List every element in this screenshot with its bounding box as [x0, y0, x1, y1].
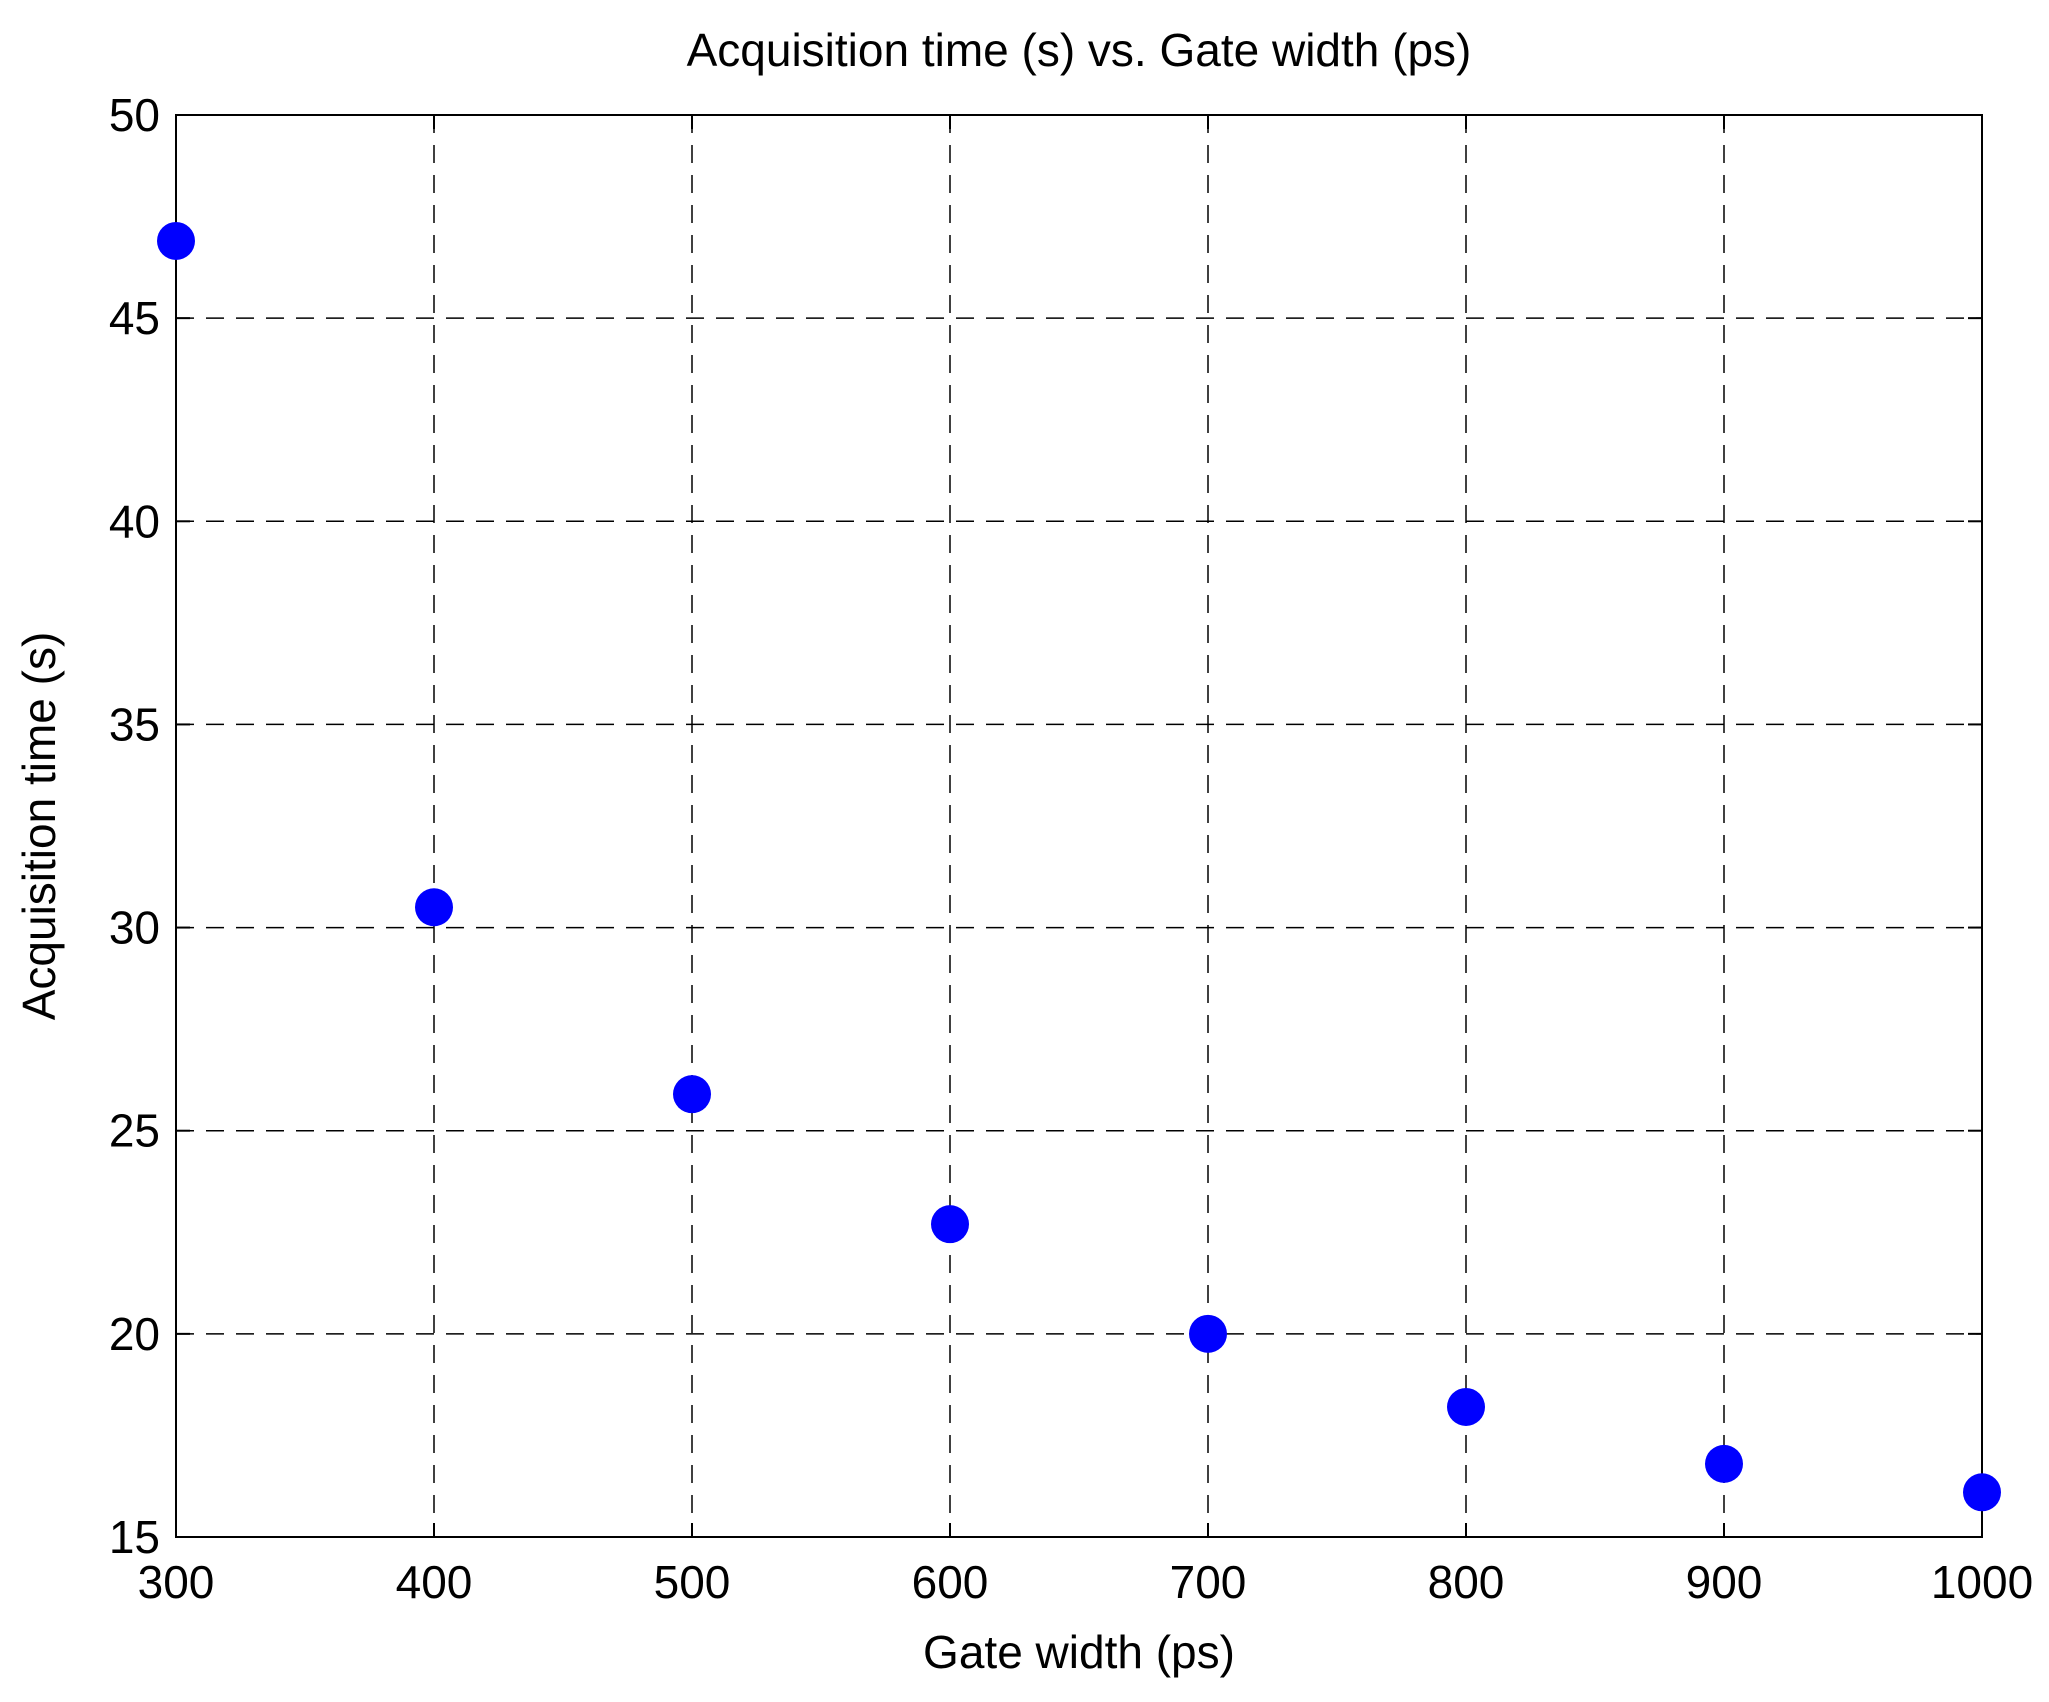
grid: [176, 115, 1982, 1537]
data-point: [1189, 1314, 1227, 1353]
y-tick-label: 50: [109, 89, 160, 141]
data-point: [1705, 1444, 1743, 1483]
data-point: [415, 888, 453, 927]
x-tick-label: 700: [1170, 1556, 1247, 1608]
x-tick-label: 600: [912, 1556, 989, 1608]
x-tick-label: 800: [1428, 1556, 1505, 1608]
y-tick-label: 30: [109, 902, 160, 954]
data-point: [673, 1075, 711, 1114]
y-tick-label: 15: [109, 1511, 160, 1563]
plot-area-frame: [175, 114, 1983, 1538]
data-point: [157, 221, 195, 260]
y-tick-label: 35: [109, 698, 160, 750]
x-axis-label: Gate width (ps): [923, 1626, 1235, 1678]
x-tick-label: 300: [138, 1556, 215, 1608]
x-tick-label: 900: [1686, 1556, 1763, 1608]
data-points: [157, 221, 2001, 1512]
x-tick-label: 400: [396, 1556, 473, 1608]
y-tick-label: 40: [109, 495, 160, 547]
data-point: [1447, 1387, 1485, 1426]
y-tick-label: 20: [109, 1308, 160, 1360]
chart-title: Acquisition time (s) vs. Gate width (ps): [687, 24, 1472, 76]
x-tick-label: 500: [654, 1556, 731, 1608]
y-axis-label: Acquisition time (s): [13, 632, 65, 1021]
y-tick-label: 25: [109, 1105, 160, 1157]
data-point: [1963, 1473, 2001, 1512]
data-point: [931, 1205, 969, 1244]
y-tick-label: 45: [109, 292, 160, 344]
x-tick-label: 1000: [1931, 1556, 2033, 1608]
axis-ticks: 300 400 500 600 700 800 900 1000 15 20 25 30 35 40 45 5…: [109, 89, 2033, 1608]
